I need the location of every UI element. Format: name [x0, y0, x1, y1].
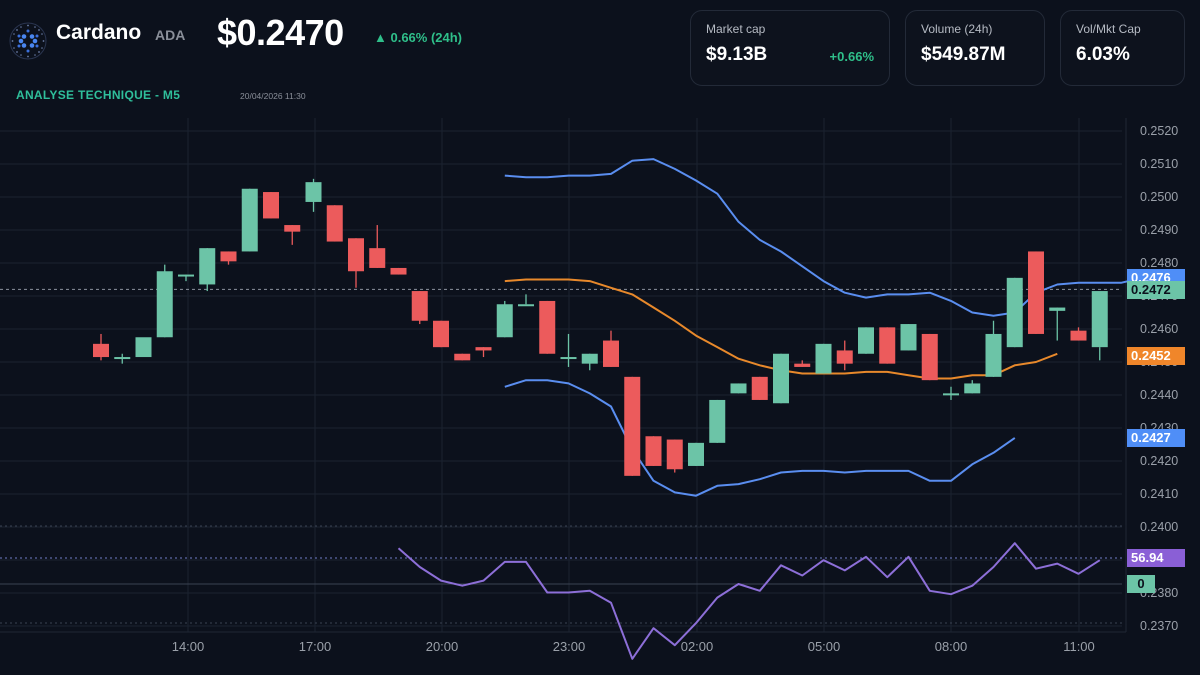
candle-down[interactable]: [454, 353, 471, 361]
candle-down[interactable]: [284, 225, 301, 232]
candle-down[interactable]: [751, 376, 768, 400]
x-axis-label: 14:00: [172, 639, 205, 654]
candle-down[interactable]: [645, 436, 662, 466]
y-axis-label: 0.2510: [1140, 157, 1178, 171]
candle-up[interactable]: [178, 274, 194, 277]
vol-mkt-cap-card: Vol/Mkt Cap 6.03%: [1060, 10, 1185, 86]
candle-down[interactable]: [411, 291, 428, 321]
y-axis-label: 0.2400: [1140, 520, 1178, 534]
candle-up[interactable]: [1049, 307, 1066, 311]
market-cap-label: Market cap: [706, 22, 766, 36]
price-tag: 56.94: [1127, 549, 1185, 567]
vol-mkt-cap-value: 6.03%: [1076, 44, 1130, 65]
candle-up[interactable]: [964, 383, 981, 394]
cardano-logo-icon: [9, 22, 47, 60]
price-tag: 0: [1127, 575, 1155, 593]
candle-up[interactable]: [1091, 291, 1108, 348]
rsi-line: [397, 542, 1101, 660]
volume-label: Volume (24h): [921, 22, 993, 36]
candle-up[interactable]: [496, 304, 513, 338]
candle-up[interactable]: [581, 353, 598, 364]
candle-up[interactable]: [114, 357, 131, 360]
candle-up[interactable]: [709, 399, 726, 443]
y-axis-label: 0.2480: [1140, 256, 1178, 270]
candle-down[interactable]: [794, 363, 811, 367]
candle-up[interactable]: [560, 357, 577, 360]
x-axis-label: 20:00: [426, 639, 459, 654]
candle-down[interactable]: [348, 238, 364, 272]
y-axis-label: 0.2440: [1140, 388, 1178, 402]
candle-up[interactable]: [730, 383, 747, 394]
candle-down[interactable]: [836, 350, 853, 364]
candle-up[interactable]: [773, 353, 789, 404]
x-axis-label: 02:00: [681, 639, 714, 654]
candle-down[interactable]: [1070, 330, 1087, 341]
x-axis-label: 17:00: [299, 639, 332, 654]
candle-up[interactable]: [199, 248, 216, 285]
candle-up[interactable]: [518, 304, 534, 307]
x-axis-label: 11:00: [1063, 639, 1095, 654]
candle-up[interactable]: [156, 271, 173, 338]
vol-mkt-cap-label: Vol/Mkt Cap: [1076, 22, 1141, 36]
current-price: $0.2470: [217, 12, 344, 53]
candle-down[interactable]: [369, 248, 386, 268]
market-cap-value: $9.13B: [706, 44, 768, 65]
candle-up[interactable]: [135, 337, 152, 358]
x-axis-label: 23:00: [553, 639, 586, 654]
candle-down[interactable]: [433, 320, 449, 348]
candle-down[interactable]: [921, 333, 938, 381]
candle-up[interactable]: [1006, 277, 1023, 348]
candle-down[interactable]: [539, 300, 556, 354]
volume-card: Volume (24h) $549.87M: [905, 10, 1045, 86]
candle-down[interactable]: [93, 343, 109, 358]
y-axis-label: 0.2500: [1140, 190, 1178, 204]
x-axis-label: 05:00: [808, 639, 841, 654]
candle-up[interactable]: [985, 333, 1002, 377]
candle-up[interactable]: [688, 442, 704, 466]
candle-down[interactable]: [879, 327, 896, 364]
y-axis-label: 0.2490: [1140, 223, 1178, 237]
candle-up[interactable]: [241, 188, 258, 252]
candle-up[interactable]: [815, 343, 832, 374]
candle-up[interactable]: [900, 324, 917, 351]
candle-down[interactable]: [666, 439, 683, 470]
analysis-title: ANALYSE TECHNIQUE - M5: [16, 88, 181, 102]
candle-down[interactable]: [326, 205, 343, 242]
market-cap-change: +0.66%: [829, 49, 874, 64]
x-axis-label: 08:00: [935, 639, 968, 654]
coin-name: Cardano: [56, 21, 142, 44]
price-tag: 0.2472: [1127, 281, 1185, 299]
candle-up[interactable]: [943, 393, 959, 396]
price-tag: 0.2452: [1127, 347, 1185, 365]
candle-down[interactable]: [1028, 251, 1044, 334]
candle-down[interactable]: [390, 267, 407, 275]
coin-symbol: ADA: [155, 27, 186, 43]
y-axis-label: 0.2410: [1140, 487, 1178, 501]
candle-up[interactable]: [305, 182, 322, 202]
analysis-timestamp: 20/04/2026 11:30: [240, 91, 306, 101]
candle-down[interactable]: [603, 340, 619, 367]
volume-value: $549.87M: [921, 44, 1006, 65]
market-cap-card: Market cap $9.13B +0.66%: [690, 10, 890, 86]
price-tag: 0.2427: [1127, 429, 1185, 447]
price-change-24h: ▲ 0.66% (24h): [374, 30, 463, 45]
y-axis-label: 0.2520: [1140, 124, 1178, 138]
y-axis-label: 0.2370: [1140, 619, 1178, 633]
y-axis-label: 0.2420: [1140, 454, 1178, 468]
y-axis-label: 0.2460: [1140, 322, 1178, 336]
candle-down[interactable]: [475, 347, 492, 351]
candle-down[interactable]: [263, 192, 279, 219]
candle-up[interactable]: [858, 327, 874, 354]
candle-down[interactable]: [624, 376, 641, 476]
candle-down[interactable]: [220, 251, 237, 262]
bollinger-lower-line: [504, 379, 1016, 497]
